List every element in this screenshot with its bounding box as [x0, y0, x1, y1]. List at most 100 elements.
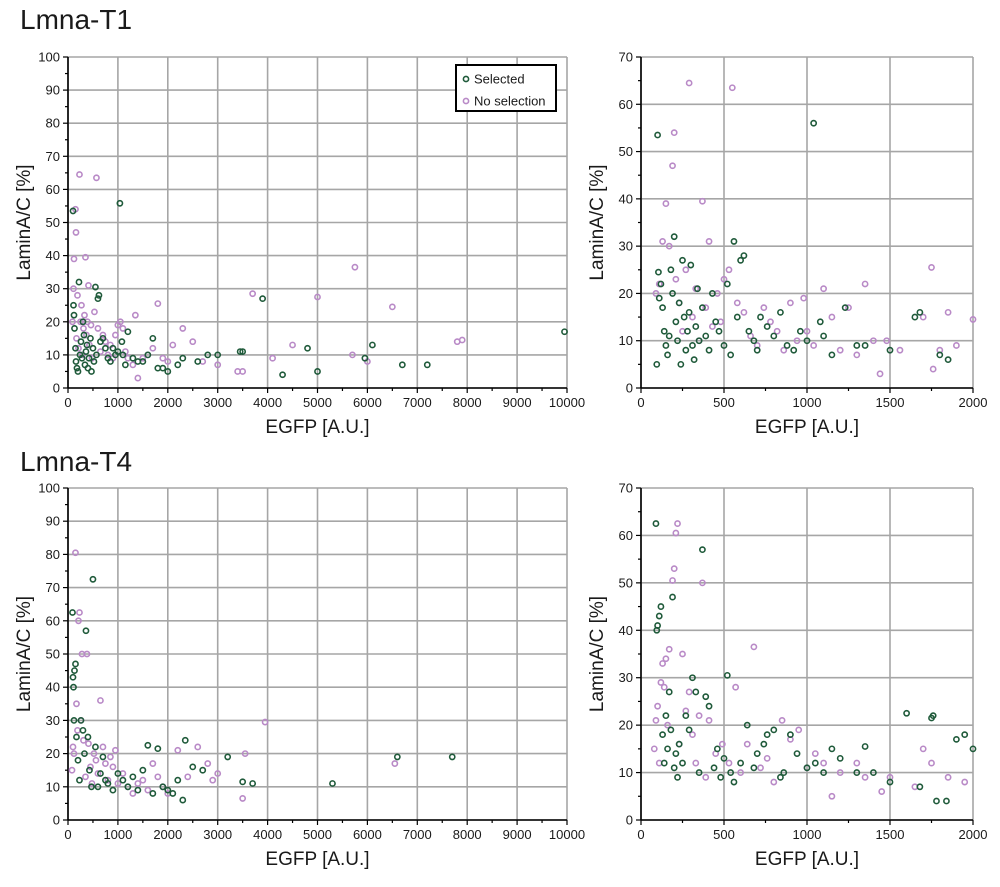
- y-tick-label: 40: [619, 623, 633, 638]
- legend-marker: [462, 97, 470, 105]
- data-point: [969, 745, 977, 753]
- data-point: [77, 318, 84, 326]
- data-point: [705, 238, 713, 245]
- data-point: [710, 764, 718, 772]
- data-point: [81, 750, 88, 757]
- data-point: [665, 332, 673, 340]
- data-point: [329, 780, 336, 787]
- data-point: [961, 731, 969, 739]
- data-point: [861, 280, 869, 288]
- data-point: [944, 773, 952, 781]
- data-point: [84, 364, 92, 372]
- data-point: [811, 759, 819, 767]
- data-point: [139, 776, 147, 784]
- data-point: [99, 334, 107, 342]
- data-point: [149, 790, 157, 797]
- data-point: [70, 683, 77, 691]
- data-point: [803, 327, 811, 335]
- data-point: [71, 667, 78, 674]
- data-point: [780, 346, 788, 354]
- data-point: [665, 688, 673, 696]
- data-point: [878, 788, 886, 795]
- data-point: [919, 313, 927, 321]
- data-point: [811, 750, 819, 757]
- y-tick-label: 70: [619, 50, 633, 65]
- data-point: [89, 575, 97, 583]
- data-point: [89, 344, 97, 352]
- data-point: [116, 318, 124, 326]
- data-point: [149, 760, 157, 767]
- data-point: [269, 354, 276, 362]
- data-point: [787, 731, 794, 739]
- x-tick-label: 5000: [303, 827, 332, 842]
- data-point: [72, 358, 80, 365]
- data-point: [189, 338, 197, 346]
- data-point: [820, 332, 827, 340]
- data-point: [853, 342, 861, 349]
- data-point: [70, 717, 78, 724]
- y-tick-label: 0: [626, 381, 633, 396]
- data-point: [94, 770, 102, 777]
- data-point: [149, 344, 157, 352]
- data-point: [911, 313, 919, 321]
- data-point: [70, 255, 78, 263]
- x-tick-label: 8000: [453, 395, 482, 410]
- x-tick-label: 9000: [503, 827, 532, 842]
- y-tick-label: 10: [46, 779, 60, 794]
- data-point: [85, 354, 93, 362]
- data-point: [737, 759, 744, 767]
- data-point: [861, 773, 869, 781]
- data-point: [239, 348, 247, 355]
- data-point: [777, 308, 784, 316]
- data-point: [708, 290, 716, 297]
- data-point: [199, 766, 207, 774]
- data-point: [682, 346, 690, 354]
- data-point: [129, 361, 137, 369]
- data-point: [85, 281, 92, 289]
- data-point: [662, 200, 670, 207]
- y-tick-label: 50: [46, 215, 60, 230]
- data-point: [249, 780, 257, 787]
- data-point: [669, 290, 676, 297]
- data-point: [928, 264, 935, 271]
- data-point: [86, 341, 93, 349]
- x-tick-label: 10000: [549, 827, 585, 842]
- data-point: [896, 346, 904, 354]
- data-point: [760, 304, 768, 312]
- data-point: [194, 358, 202, 365]
- x-tick-label: 3000: [203, 395, 232, 410]
- legend-entry: Selected: [474, 72, 525, 87]
- x-axis-label: EGFP [A.U.]: [265, 417, 369, 438]
- x-tick-label: 8000: [453, 827, 482, 842]
- data-point: [760, 740, 768, 748]
- x-tick-label: 2000: [959, 827, 988, 842]
- y-tick-label: 10: [619, 765, 633, 780]
- data-point: [659, 731, 666, 739]
- data-point: [770, 332, 778, 340]
- data-point: [78, 301, 85, 309]
- data-point: [886, 346, 894, 354]
- data-point: [753, 750, 761, 757]
- data-point: [916, 783, 924, 791]
- data-point: [670, 129, 678, 137]
- data-point: [79, 351, 86, 359]
- data-point: [209, 776, 217, 784]
- data-point: [687, 261, 695, 269]
- x-axis-label: EGFP [A.U.]: [755, 417, 859, 438]
- data-point: [929, 365, 937, 373]
- data-point: [828, 792, 836, 800]
- data-point: [393, 753, 401, 761]
- x-tick-label: 4000: [253, 827, 282, 842]
- data-point: [204, 351, 212, 359]
- x-tick-label: 7000: [403, 827, 432, 842]
- data-point: [841, 304, 849, 312]
- data-point: [289, 341, 296, 349]
- data-point: [82, 348, 90, 355]
- data-point: [90, 750, 98, 757]
- data-point: [750, 643, 758, 651]
- data-point: [88, 780, 96, 787]
- data-point: [314, 368, 321, 375]
- data-point: [72, 229, 80, 236]
- data-point: [261, 718, 269, 726]
- data-point: [93, 351, 100, 359]
